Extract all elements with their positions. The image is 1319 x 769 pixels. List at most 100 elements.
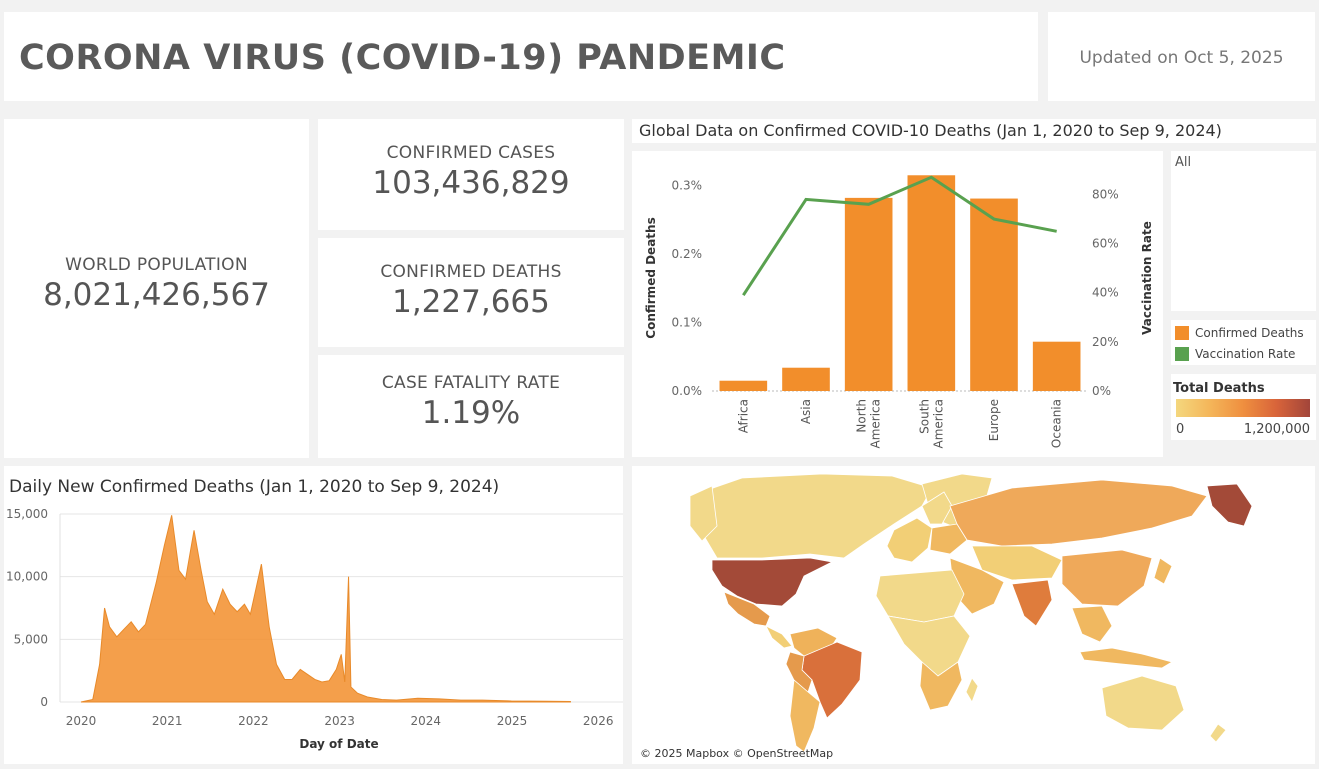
bar-north-america[interactable]: [844, 197, 893, 391]
updated-panel: Updated on Oct 5, 2025: [1048, 12, 1315, 101]
map-region-argentina-chile[interactable]: [789, 679, 821, 753]
y2-axis-title: Vaccination Rate: [1140, 221, 1154, 335]
x-tick-label: 2024: [411, 714, 442, 728]
color-scale-max: 1,200,000: [1243, 422, 1310, 437]
continent-chart-panel[interactable]: 0.0% 0.1% 0.2% 0.3% 0% 20% 40% 60% 80% Confirmed …: [632, 151, 1163, 457]
world-population-card: WORLD POPULATION 8,021,426,567: [4, 119, 309, 458]
map-region-scandinavia[interactable]: [921, 491, 953, 525]
x-tick-label: 2020: [66, 714, 97, 728]
legend-item-confirmed-deaths[interactable]: Confirmed Deaths: [1175, 326, 1304, 340]
bar-europe[interactable]: [970, 198, 1018, 391]
y-tick-label: 0: [40, 695, 48, 709]
case-fatality-rate-card: CASE FATALITY RATE 1.19%: [318, 355, 624, 458]
world-population-value: 8,021,426,567: [43, 277, 270, 313]
confirmed-deaths-swatch: [1175, 326, 1189, 340]
color-scale-legend: Total Deaths 0 1,200,000: [1171, 374, 1316, 440]
updated-date: Updated on Oct 5, 2025: [1079, 48, 1284, 68]
confirmed-cases-card: CONFIRMED CASES 103,436,829: [318, 119, 624, 230]
map-region-europe-east[interactable]: [929, 523, 968, 555]
continent-filter[interactable]: All: [1171, 151, 1316, 311]
world-population-label: WORLD POPULATION: [65, 255, 248, 275]
bar-south-america[interactable]: [907, 175, 956, 391]
bar-oceania[interactable]: [1032, 341, 1081, 391]
title-panel: CORONA VIRUS (COVID-19) PANDEMIC: [4, 12, 1038, 101]
x-tick-label: 2021: [152, 714, 183, 728]
y2-tick-label: 40%: [1092, 286, 1119, 300]
y-tick-label: 0.1%: [672, 316, 703, 330]
y2-tick-label: 80%: [1092, 187, 1119, 201]
daily-deaths-panel: Daily New Confirmed Deaths (Jan 1, 2020 …: [4, 466, 623, 764]
map-region-east-russia[interactable]: [1206, 483, 1253, 527]
confirmed-cases-label: CONFIRMED CASES: [386, 143, 556, 163]
map-region-new-zealand[interactable]: [1209, 723, 1227, 743]
x-tick-label: America: [869, 399, 883, 449]
map-region-alaska[interactable]: [689, 485, 718, 542]
confirmed-deaths-value: 1,227,665: [392, 284, 550, 320]
map-region-mexico[interactable]: [723, 591, 771, 627]
x-tick-label: 2025: [497, 714, 528, 728]
daily-deaths-area[interactable]: [80, 515, 571, 703]
map-region-africa-north[interactable]: [875, 569, 965, 623]
map-region-australia[interactable]: [1101, 675, 1185, 731]
world-map[interactable]: [632, 466, 1315, 764]
daily-deaths-area-chart[interactable]: 0 5,000 10,000 15,000 2020 2021 2022 2023 2024 20…: [4, 466, 623, 764]
x-tick-label: Europe: [987, 399, 1001, 441]
map-region-africa-south[interactable]: [919, 661, 963, 711]
x-tick-label: 2022: [238, 714, 269, 728]
map-region-southeast-asia[interactable]: [1071, 605, 1113, 643]
y2-tick-label: 0%: [1092, 384, 1111, 398]
map-region-peru-bolivia[interactable]: [785, 651, 813, 693]
color-scale-min: 0: [1176, 422, 1185, 437]
continent-chart-title: Global Data on Confirmed COVID-10 Deaths…: [639, 121, 1222, 140]
y-tick-label: 10,000: [6, 570, 48, 584]
map-region-china[interactable]: [1061, 549, 1153, 607]
filter-all-option[interactable]: All: [1175, 155, 1192, 170]
legend-item-vaccination-rate[interactable]: Vaccination Rate: [1175, 347, 1295, 361]
page-title: CORONA VIRUS (COVID-19) PANDEMIC: [19, 38, 786, 78]
y2-tick-label: 60%: [1092, 237, 1119, 251]
bar-africa[interactable]: [719, 380, 768, 391]
x-tick-label: America: [931, 399, 945, 449]
map-region-europe-west[interactable]: [886, 517, 933, 563]
confirmed-deaths-card: CONFIRMED DEATHS 1,227,665: [318, 238, 624, 347]
y-tick-label: 0.0%: [672, 384, 703, 398]
map-region-madagascar[interactable]: [965, 677, 979, 703]
map-region-india[interactable]: [1011, 579, 1053, 627]
world-deaths-map[interactable]: © 2025 Mapbox © OpenStreetMap: [632, 466, 1315, 764]
x-axis-title: Day of Date: [299, 737, 378, 751]
y-tick-label: 0.3%: [672, 179, 703, 193]
map-region-russia[interactable]: [949, 479, 1208, 547]
legend-label: Confirmed Deaths: [1195, 326, 1304, 340]
bar-asia[interactable]: [782, 367, 830, 391]
color-scale-title: Total Deaths: [1173, 381, 1265, 396]
x-tick-label: Africa: [736, 399, 750, 433]
x-tick-label: 2023: [324, 714, 355, 728]
legend-label: Vaccination Rate: [1195, 347, 1296, 361]
y-tick-label: 15,000: [6, 507, 48, 521]
confirmed-deaths-label: CONFIRMED DEATHS: [380, 262, 562, 282]
y-tick-label: 0.2%: [672, 247, 703, 261]
map-region-central-america[interactable]: [765, 625, 793, 649]
x-tick-label: Asia: [799, 399, 813, 424]
continent-bar-line-chart[interactable]: 0.0% 0.1% 0.2% 0.3% 0% 20% 40% 60% 80% Confirmed …: [632, 151, 1163, 457]
x-tick-label: Oceania: [1050, 399, 1064, 448]
map-region-canada[interactable]: [689, 473, 933, 559]
y-tick-label: 5,000: [14, 632, 48, 646]
continent-chart-title-panel: Global Data on Confirmed COVID-10 Deaths…: [632, 119, 1316, 143]
map-region-usa[interactable]: [711, 557, 834, 607]
vaccination-rate-line[interactable]: [742, 175, 1057, 297]
x-tick-label: South: [917, 399, 931, 434]
x-tick-label: North: [855, 399, 869, 433]
chart-legend: Confirmed Deaths Vaccination Rate: [1171, 320, 1316, 365]
vaccination-rate-swatch: [1175, 347, 1189, 361]
daily-chart-title: Daily New Confirmed Deaths (Jan 1, 2020 …: [9, 477, 500, 497]
map-region-japan[interactable]: [1153, 557, 1173, 585]
y2-tick-label: 20%: [1092, 335, 1119, 349]
map-region-indonesia[interactable]: [1079, 647, 1174, 669]
case-fatality-rate-value: 1.19%: [421, 395, 521, 431]
case-fatality-rate-label: CASE FATALITY RATE: [381, 373, 561, 393]
y-axis-title: Confirmed Deaths: [644, 217, 658, 338]
map-attribution[interactable]: © 2025 Mapbox © OpenStreetMap: [640, 747, 834, 760]
confirmed-cases-value: 103,436,829: [372, 165, 570, 201]
color-scale-gradient: [1176, 399, 1310, 417]
